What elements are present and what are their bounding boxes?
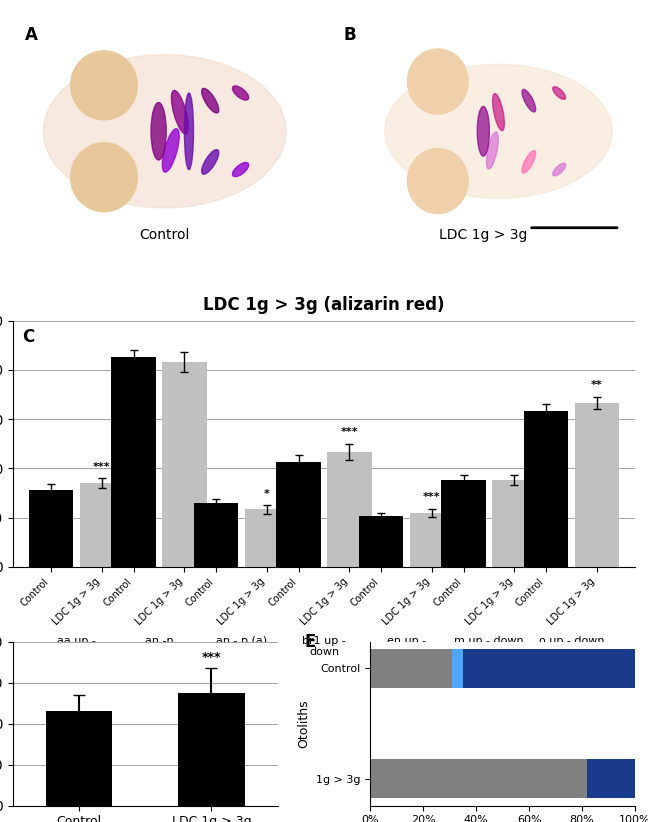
Ellipse shape bbox=[43, 55, 286, 208]
Title: LDC 1g > 3g (alizarin red): LDC 1g > 3g (alizarin red) bbox=[203, 296, 445, 314]
Bar bbox=[441, 480, 486, 567]
Bar bbox=[46, 711, 112, 806]
Ellipse shape bbox=[185, 93, 194, 169]
Bar bbox=[29, 490, 73, 567]
Bar bbox=[111, 357, 156, 567]
Bar bbox=[327, 452, 371, 567]
Bar bbox=[492, 480, 537, 567]
Bar bbox=[463, 649, 635, 688]
Bar bbox=[575, 403, 619, 567]
Text: C: C bbox=[22, 328, 34, 346]
Ellipse shape bbox=[408, 49, 468, 114]
Ellipse shape bbox=[385, 64, 612, 198]
Text: Control: Control bbox=[139, 228, 190, 242]
Text: ***: *** bbox=[93, 462, 111, 472]
Bar bbox=[80, 483, 124, 567]
Text: A: A bbox=[25, 25, 38, 44]
Ellipse shape bbox=[233, 163, 249, 177]
Bar bbox=[452, 649, 463, 688]
Text: o up - down: o up - down bbox=[539, 635, 605, 646]
Ellipse shape bbox=[492, 94, 504, 131]
Text: E: E bbox=[304, 633, 316, 651]
Bar bbox=[245, 510, 289, 567]
Text: **: ** bbox=[591, 381, 603, 390]
Text: *: * bbox=[264, 489, 270, 499]
Ellipse shape bbox=[408, 149, 468, 214]
Ellipse shape bbox=[553, 164, 566, 176]
Ellipse shape bbox=[202, 88, 219, 113]
Bar bbox=[370, 649, 452, 688]
Bar bbox=[194, 503, 238, 567]
Ellipse shape bbox=[71, 51, 137, 120]
Ellipse shape bbox=[233, 86, 249, 100]
Bar bbox=[178, 693, 244, 806]
Ellipse shape bbox=[522, 90, 536, 112]
Ellipse shape bbox=[553, 86, 566, 99]
Ellipse shape bbox=[71, 143, 137, 212]
Ellipse shape bbox=[487, 132, 498, 169]
Text: ***: *** bbox=[423, 492, 441, 502]
Ellipse shape bbox=[202, 150, 219, 174]
Bar bbox=[524, 411, 568, 567]
Bar bbox=[277, 462, 321, 567]
Y-axis label: Otoliths: Otoliths bbox=[297, 700, 310, 748]
Text: an -n: an -n bbox=[145, 635, 173, 646]
Text: aa up -
down: aa up - down bbox=[57, 635, 96, 658]
Ellipse shape bbox=[151, 103, 166, 160]
Bar bbox=[410, 513, 454, 567]
Ellipse shape bbox=[162, 129, 179, 172]
Text: ***: *** bbox=[341, 427, 358, 437]
Text: m up - down: m up - down bbox=[454, 635, 524, 646]
Text: LDC 1g > 3g: LDC 1g > 3g bbox=[439, 228, 527, 242]
Bar bbox=[359, 516, 403, 567]
Text: an - p (a): an - p (a) bbox=[216, 635, 267, 646]
Text: en up -
down: en up - down bbox=[387, 635, 426, 658]
Bar bbox=[587, 760, 635, 798]
Bar bbox=[370, 760, 587, 798]
Ellipse shape bbox=[477, 106, 489, 156]
Ellipse shape bbox=[172, 90, 189, 134]
Bar bbox=[162, 362, 207, 567]
Text: br1 up -
down: br1 up - down bbox=[302, 635, 346, 658]
Text: ***: *** bbox=[202, 651, 221, 664]
Ellipse shape bbox=[522, 150, 536, 173]
Text: B: B bbox=[343, 25, 356, 44]
